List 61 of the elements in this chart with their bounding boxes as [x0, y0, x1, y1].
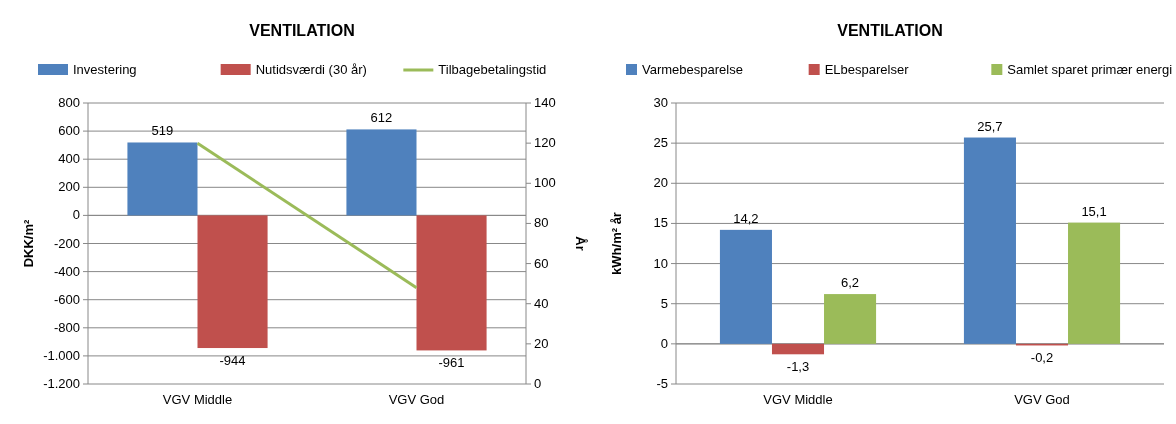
bar — [719, 229, 772, 344]
y-tick-label: -1.200 — [43, 376, 80, 391]
bar — [416, 215, 487, 351]
y2-tick-label: 60 — [534, 255, 549, 271]
data-label: 519 — [151, 123, 174, 139]
chart-title: VENTILATION — [837, 22, 943, 39]
data-label: 14,2 — [733, 210, 759, 226]
legend-label: Samlet sparet primær energi — [1007, 62, 1173, 77]
y-tick-label: -200 — [53, 235, 80, 251]
data-label: 15,1 — [1081, 203, 1107, 219]
data-label: 6,2 — [841, 275, 860, 291]
bar — [771, 343, 825, 355]
legend-label: Varmebesparelse — [642, 62, 743, 77]
data-label: -0,2 — [1030, 350, 1054, 366]
data-label: -961 — [438, 355, 465, 371]
bar — [127, 142, 198, 216]
y2-axis-title: År — [573, 236, 588, 251]
x-tick-label: VGV Middle — [162, 392, 233, 407]
y-tick-label: 800 — [58, 95, 80, 110]
y-tick-label: -600 — [53, 291, 80, 307]
y-tick-label: -1.000 — [43, 347, 80, 363]
bar — [824, 294, 877, 344]
y-tick-label: 0 — [72, 207, 80, 223]
y-tick-label: 0 — [660, 335, 668, 351]
y2-tick-label: 140 — [534, 95, 556, 110]
y-axis-title: DKK/m² — [21, 219, 36, 268]
y2-tick-label: 20 — [534, 335, 549, 351]
bar — [197, 215, 268, 349]
y-tick-label: 30 — [653, 95, 668, 110]
legend-label: Tilbagebetalingstid — [438, 62, 547, 77]
y-tick-label: -800 — [53, 319, 80, 335]
legend-label: Nutidsværdi (30 år) — [255, 62, 367, 77]
y-tick-label: 20 — [653, 175, 668, 191]
y-tick-label: 400 — [58, 151, 80, 167]
y-tick-label: 600 — [58, 123, 80, 139]
data-label: 612 — [370, 110, 393, 126]
bar — [1068, 222, 1121, 344]
y-tick-label: 10 — [653, 255, 668, 271]
y2-tick-label: 80 — [534, 215, 549, 231]
data-label: -944 — [219, 353, 246, 369]
y-tick-label: 25 — [653, 135, 668, 151]
y2-tick-label: 0 — [534, 376, 542, 391]
x-tick-label: VGV God — [388, 392, 445, 407]
y-tick-label: 5 — [660, 295, 668, 311]
data-label: -1,3 — [786, 359, 810, 375]
y-tick-label: -400 — [53, 263, 80, 279]
bar — [963, 137, 1016, 344]
y2-tick-label: 40 — [534, 295, 549, 311]
x-tick-label: VGV Middle — [763, 392, 833, 407]
legend-label: ELbesparelser — [824, 62, 910, 77]
data-label: 25,7 — [977, 118, 1003, 134]
y-tick-label: 200 — [58, 179, 80, 195]
y-tick-label: -5 — [656, 376, 668, 391]
y2-tick-label: 120 — [534, 135, 556, 151]
y2-tick-label: 100 — [534, 175, 556, 191]
legend-label: Investering — [73, 62, 137, 77]
y-tick-label: 15 — [653, 215, 668, 231]
y-axis-title: kWh/m² år — [609, 212, 624, 275]
x-tick-label: VGV God — [1014, 392, 1070, 407]
chart-title: VENTILATION — [249, 22, 355, 39]
bar — [346, 129, 417, 216]
